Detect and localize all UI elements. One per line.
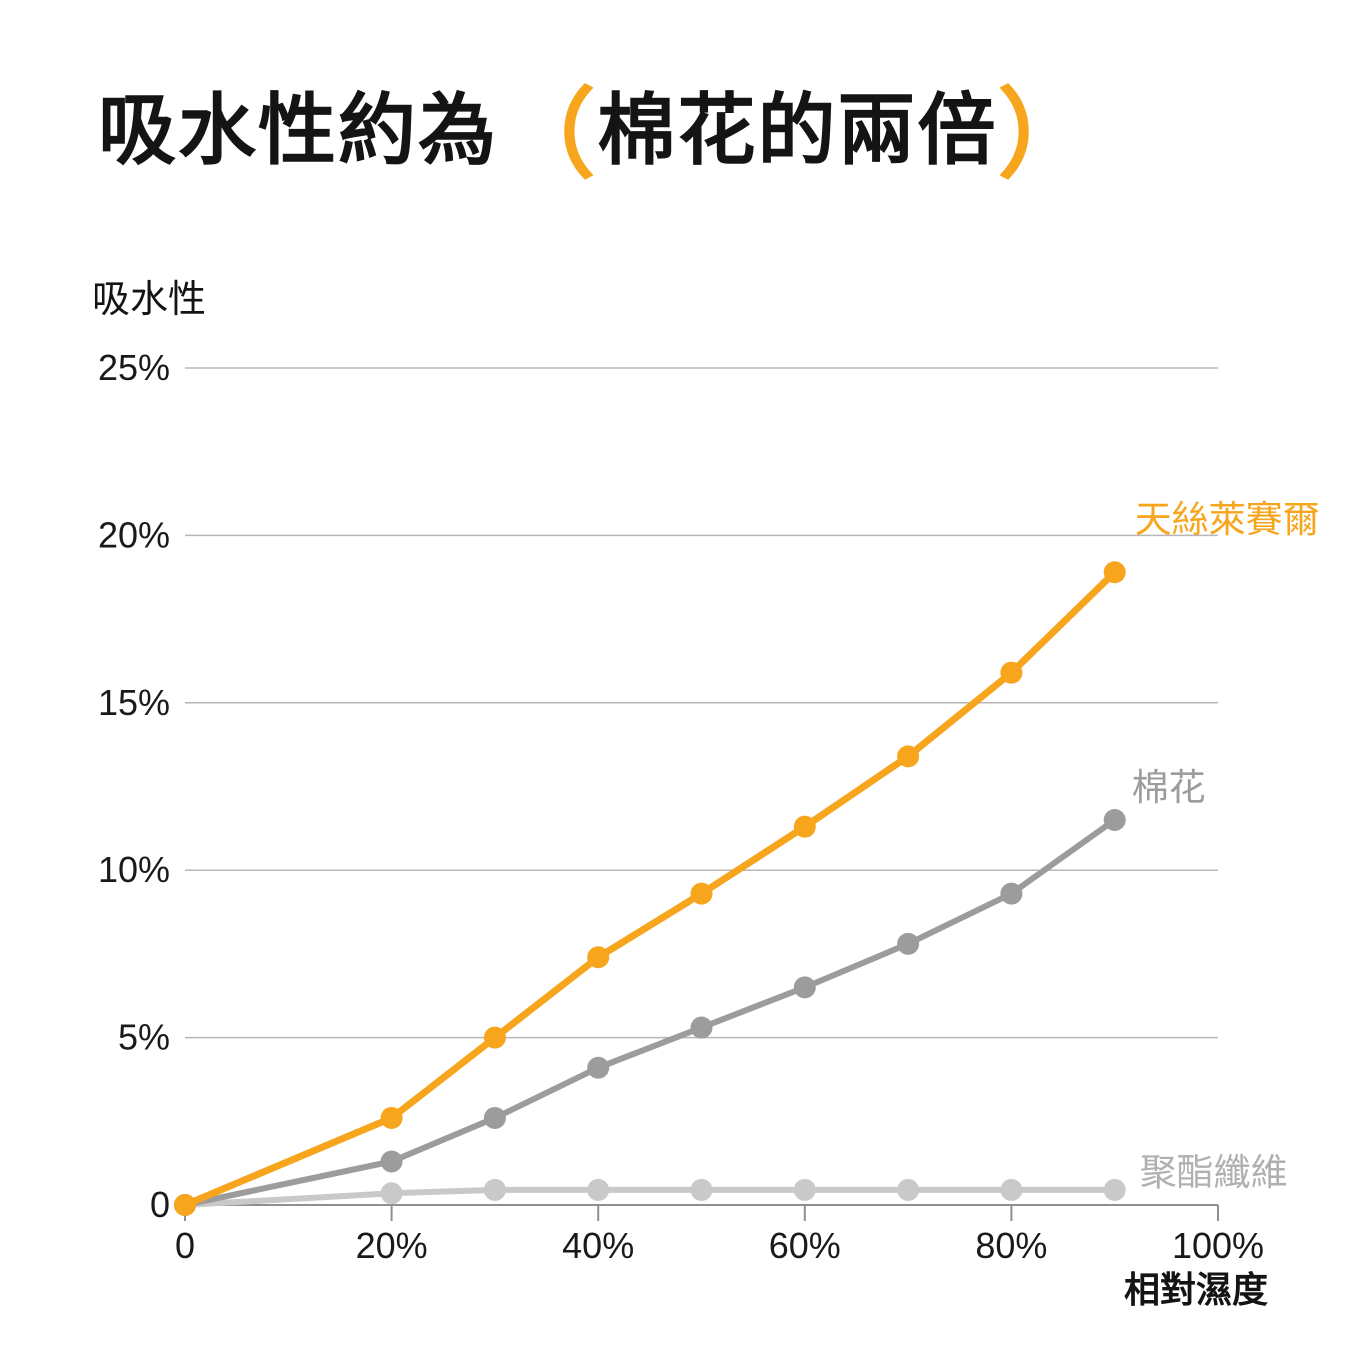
series-cotton-point [380,1150,403,1173]
x-tick-label: 40% [562,1225,634,1266]
x-tick-label: 80% [975,1225,1047,1266]
x-tick-label: 20% [356,1225,428,1266]
x-axis-title: 相對濕度 [1124,1269,1268,1310]
y-tick-label: 10% [98,849,170,890]
series-polyester-point [793,1178,816,1201]
x-tick-label: 0 [175,1225,195,1266]
series-polyester-point [690,1178,713,1201]
series-lyocell-line [181,568,1119,1209]
series-lyocell-point [897,745,920,768]
series-cotton-point [897,932,920,955]
series-cotton-point [690,1016,713,1039]
y-tick-label: 15% [98,682,170,723]
series-polyester-point [483,1178,506,1201]
legend-lyocell: 天絲萊賽爾 [1135,499,1320,540]
y-tick-label: 25% [98,347,170,388]
title-paren-open-icon: （ [498,80,598,190]
series-lyocell-point [690,882,713,905]
series-lyocell-point [793,815,816,838]
series-lyocell-point [1103,561,1126,584]
series-cotton-point [1103,808,1126,831]
series-lyocell-point [174,1194,196,1216]
series-lyocell-point [587,946,610,969]
series-cotton-point [1000,882,1023,905]
series-polyester-point [1103,1178,1126,1201]
y-tick-label: 20% [98,514,170,555]
x-tick-label: 100% [1172,1225,1264,1266]
series-polyester-point [897,1178,920,1201]
series-cotton-point [483,1106,506,1129]
title-text: 吸水性約為 [98,86,499,174]
title-highlight: 棉花的兩倍 [597,86,998,174]
series-cotton-point [587,1056,610,1079]
series-lyocell-point [380,1106,403,1129]
legend-cotton: 棉花 [1132,767,1206,808]
series-polyester-line [182,1186,1118,1208]
series-polyester-point [587,1178,610,1201]
series-lyocell-point [483,1026,506,1049]
series-polyester-point [380,1182,403,1205]
y-tick-label: 0 [150,1184,170,1225]
title-paren-close-icon: ） [997,80,1098,190]
series-cotton-point [793,976,816,999]
y-axis-title: 吸水性 [92,279,206,321]
legend-polyester: 聚酯纖維 [1140,1152,1288,1193]
series-lyocell-point [1000,661,1023,684]
y-tick-label: 5% [118,1017,170,1058]
series-polyester-point [1000,1178,1023,1201]
x-tick-label: 60% [769,1225,841,1266]
page-title: 吸水性約為（棉花的兩倍） [98,72,1097,189]
